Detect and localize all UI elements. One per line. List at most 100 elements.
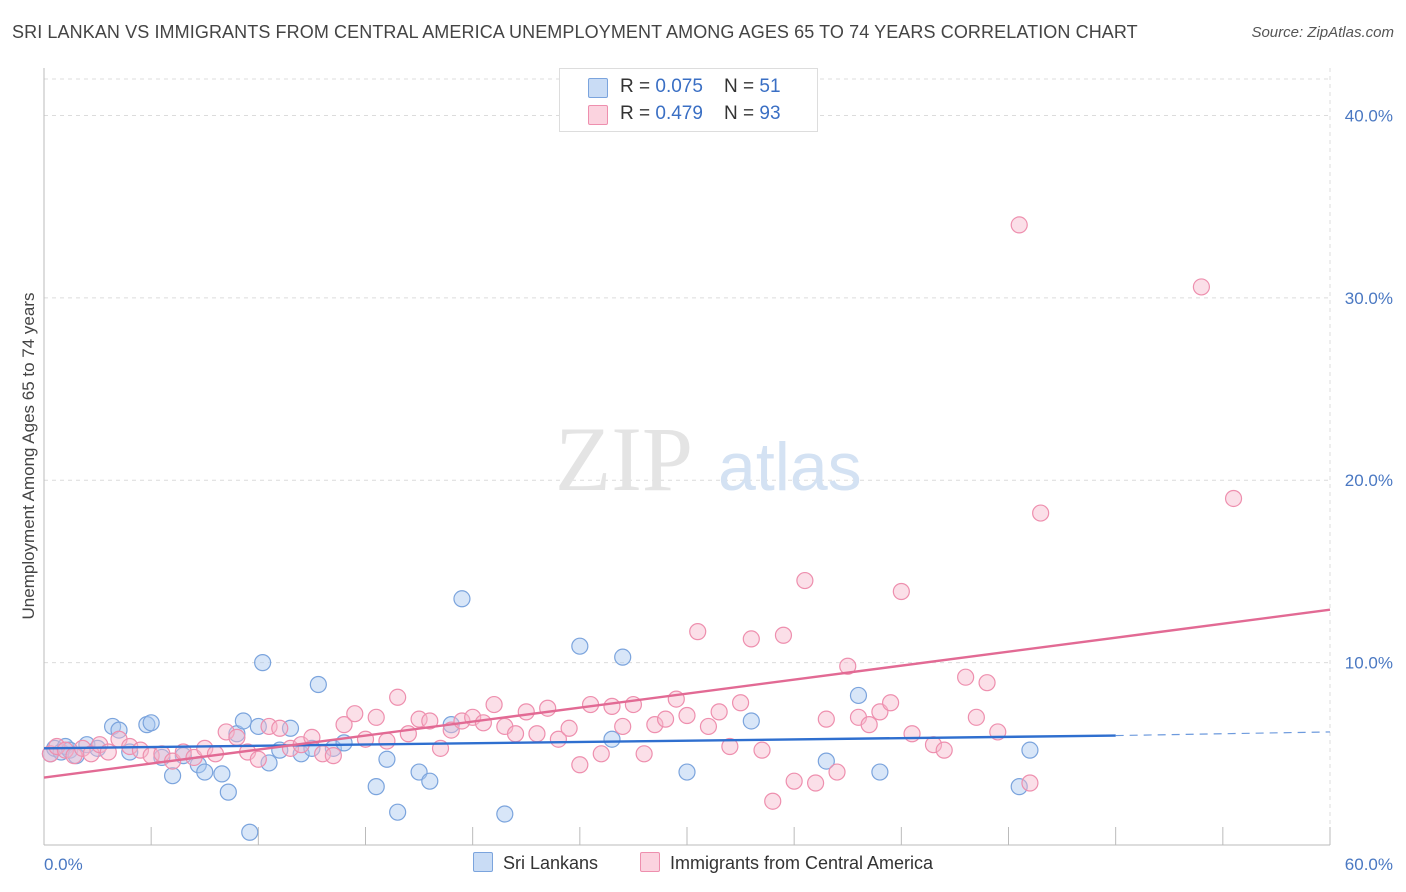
central-america-point bbox=[485, 695, 503, 714]
central-america-point bbox=[48, 737, 66, 756]
central-america-point bbox=[1021, 774, 1039, 792]
sri-lankans-point bbox=[817, 752, 835, 770]
central-america-point bbox=[796, 571, 814, 590]
central-america-point bbox=[806, 774, 825, 792]
central-america-point bbox=[539, 699, 557, 717]
central-america-trend-line bbox=[43, 608, 1331, 779]
central-america-point bbox=[957, 668, 975, 686]
central-america-point bbox=[324, 747, 342, 765]
sri-lankans-point bbox=[849, 686, 868, 705]
n-label: N = bbox=[724, 103, 760, 124]
sri-lankans-point bbox=[110, 721, 128, 739]
stats-legend: R = 0.075 N = 51 R = 0.479 N = 93 bbox=[559, 68, 818, 132]
central-america-point bbox=[764, 792, 782, 810]
r-label: R = bbox=[620, 103, 656, 124]
central-america-point bbox=[1032, 504, 1050, 522]
sri-lankans-point bbox=[389, 803, 407, 821]
central-america-point bbox=[1010, 216, 1028, 234]
sri-lankans-point bbox=[234, 712, 252, 730]
central-america-point bbox=[421, 712, 439, 730]
central-america-point bbox=[860, 716, 878, 734]
sri-lankans-point bbox=[496, 805, 514, 823]
central-america-point bbox=[56, 741, 75, 759]
central-america-point bbox=[828, 763, 846, 781]
sri-lankans-trend-line bbox=[43, 734, 1116, 750]
sri-lankans-point bbox=[309, 675, 327, 694]
central-america-point bbox=[967, 708, 985, 726]
central-america-point bbox=[678, 706, 696, 725]
central-america-point bbox=[742, 630, 760, 648]
central-america-point bbox=[592, 745, 610, 763]
legend-swatch-pink bbox=[640, 852, 660, 872]
sri-lankans-point bbox=[378, 750, 396, 768]
central-america-point bbox=[710, 703, 728, 721]
trend-lines bbox=[43, 608, 1331, 779]
central-america-point bbox=[614, 717, 632, 736]
legend-label: Sri Lankans bbox=[503, 853, 599, 873]
sri-lankans-point bbox=[142, 714, 160, 732]
central-america-point bbox=[656, 710, 675, 728]
central-america-point bbox=[571, 756, 589, 774]
sri-lankans-point bbox=[742, 712, 760, 730]
central-america-point bbox=[882, 694, 900, 712]
central-america-point bbox=[474, 714, 492, 732]
central-america-point bbox=[635, 745, 653, 763]
central-america-point bbox=[82, 745, 100, 763]
central-america-points bbox=[41, 216, 1243, 810]
legend-label: Immigrants from Central America bbox=[670, 853, 934, 873]
legend-swatch-blue bbox=[473, 852, 493, 872]
central-america-point bbox=[903, 725, 921, 743]
central-america-point bbox=[249, 750, 267, 768]
sri-lankans-point bbox=[678, 763, 696, 781]
central-america-point bbox=[517, 703, 535, 721]
sri-lankans-point bbox=[241, 823, 259, 841]
central-america-point bbox=[271, 719, 289, 737]
central-america-point bbox=[217, 723, 235, 741]
central-america-point bbox=[699, 717, 718, 736]
central-america-point bbox=[1192, 278, 1211, 296]
legend-swatch-blue bbox=[588, 78, 608, 98]
central-america-point bbox=[721, 737, 739, 756]
sri-lankans-point bbox=[260, 754, 278, 772]
source-label: Source: ZipAtlas.com bbox=[1251, 24, 1394, 41]
central-america-point bbox=[506, 725, 525, 743]
sri-lankans-point bbox=[453, 590, 471, 608]
sri-lankans-point bbox=[571, 637, 589, 655]
watermark-zip: ZIP bbox=[555, 408, 693, 510]
central-america-point bbox=[603, 697, 621, 715]
r-value: 0.075 bbox=[655, 76, 703, 97]
central-america-point bbox=[935, 741, 953, 759]
sri-lankans-point bbox=[1010, 778, 1028, 796]
central-america-point bbox=[389, 688, 407, 706]
y-tick-label: 40.0% bbox=[1345, 106, 1393, 125]
sri-lankans-point bbox=[219, 783, 237, 801]
central-america-point bbox=[228, 728, 246, 746]
y-tick-label: 10.0% bbox=[1345, 654, 1393, 673]
y-tick-label: 20.0% bbox=[1345, 471, 1393, 490]
central-america-point bbox=[346, 705, 364, 723]
sri-lankans-point bbox=[614, 648, 632, 666]
central-america-point bbox=[1224, 489, 1243, 508]
central-america-point bbox=[731, 694, 750, 712]
sri-lankans-point bbox=[164, 767, 182, 785]
sri-lankans-trend-extension bbox=[1115, 731, 1331, 737]
legend-swatch-pink bbox=[588, 105, 608, 125]
central-america-point bbox=[892, 582, 910, 601]
sri-lankans-point bbox=[213, 765, 231, 783]
tick-labels: 10.0% 20.0% 30.0% 40.0% 0.0% 60.0% bbox=[44, 106, 1393, 874]
central-america-point bbox=[774, 626, 793, 644]
central-america-point bbox=[335, 716, 353, 734]
x-tick-label: 60.0% bbox=[1345, 855, 1393, 874]
central-america-point bbox=[839, 657, 857, 675]
y-tick-label: 30.0% bbox=[1345, 289, 1393, 308]
central-america-point bbox=[528, 725, 546, 743]
central-america-point bbox=[260, 717, 278, 736]
sri-lankans-point bbox=[254, 654, 272, 672]
x-tick-label: 0.0% bbox=[44, 855, 83, 874]
central-america-point bbox=[367, 708, 385, 726]
sri-lankans-point bbox=[603, 730, 621, 748]
central-america-point bbox=[817, 710, 835, 728]
central-america-point bbox=[978, 674, 996, 692]
n-label: N = bbox=[724, 76, 760, 97]
